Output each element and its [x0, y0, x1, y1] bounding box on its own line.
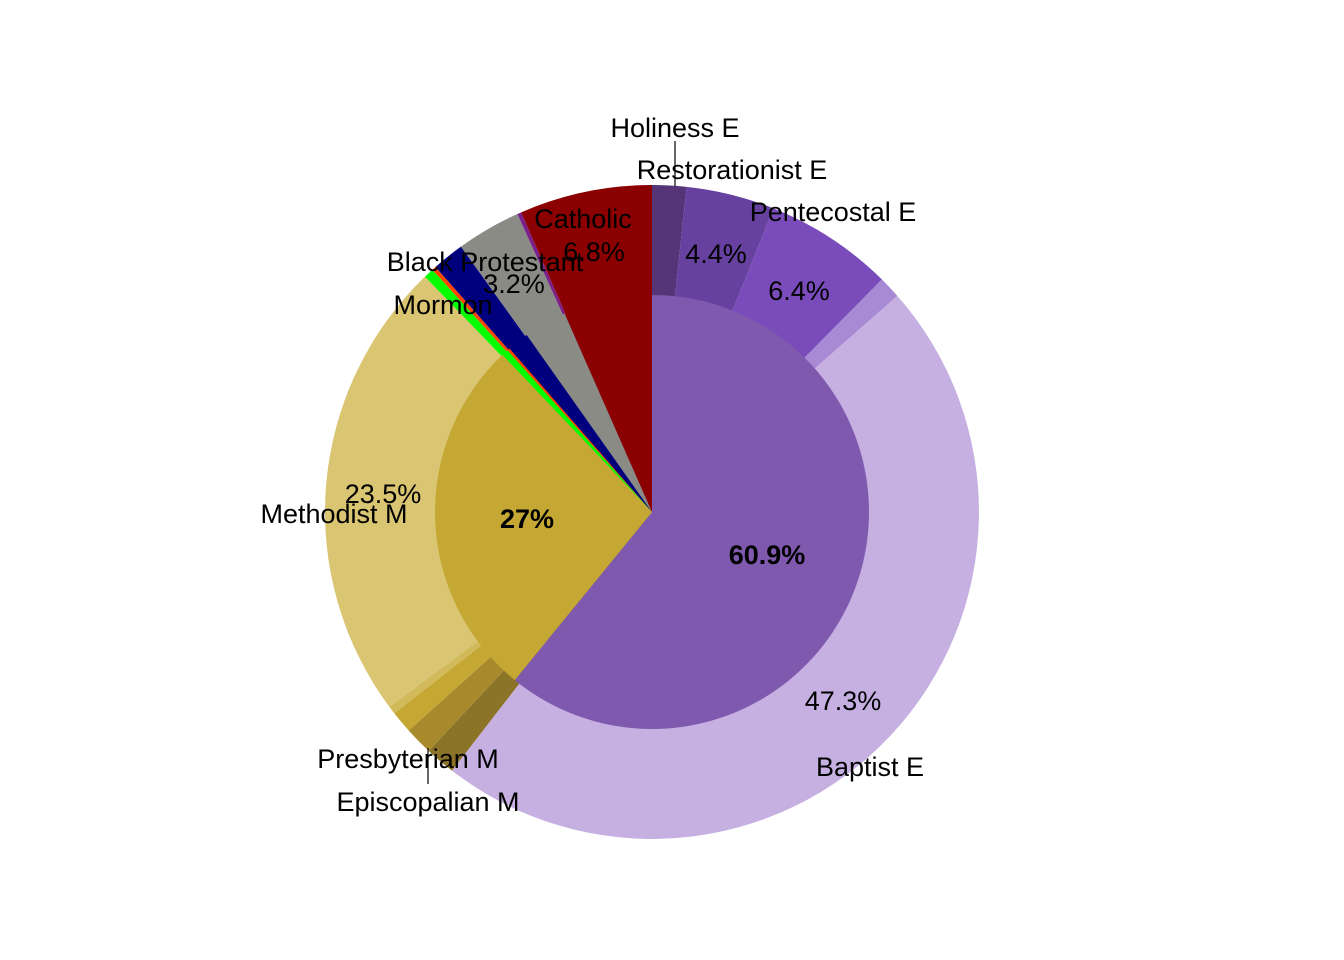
black-protestant-label: Black Protestant	[387, 247, 584, 277]
inner-slice-2	[502, 350, 652, 512]
restorationist-pct-label: 4.4%	[685, 239, 747, 269]
inner-slice-6	[564, 295, 652, 512]
baptist-pct-label: 47.3%	[805, 686, 882, 716]
restorationist-label: Restorationist E	[637, 155, 828, 185]
inner-slice-1-pct-label: 27%	[500, 504, 554, 534]
inner-slice-4	[509, 334, 652, 512]
baptist-label: Baptist E	[816, 752, 924, 782]
label-leader-lines	[427, 141, 676, 784]
inner-slice-5	[526, 313, 652, 512]
inner-slice-3	[507, 348, 652, 512]
methodist-pct-label: 23.5%	[345, 479, 422, 509]
catholic-label: Catholic	[534, 204, 632, 234]
chart-labels: 60.9% 27% Holiness E Restorationist E 4.…	[260, 113, 924, 817]
inner-pie	[434, 295, 869, 730]
episcopalian-label: Episcopalian M	[336, 787, 519, 817]
inner-slice-0-pct-label: 60.9%	[729, 540, 806, 570]
pentecostal-label: Pentecostal E	[750, 197, 917, 227]
catholic-pct-label: 6.8%	[563, 237, 625, 267]
pentecostal-pct-label: 6.4%	[768, 276, 830, 306]
grey-slice-pct-label: 3.2%	[483, 269, 545, 299]
presbyterian-label: Presbyterian M	[317, 744, 499, 774]
methodist-label: Methodist M	[260, 499, 407, 529]
holiness-label: Holiness E	[610, 113, 739, 143]
inner-slice-1	[434, 354, 652, 681]
inner-slice-0	[514, 295, 869, 730]
mormon-label: Mormon	[393, 290, 492, 320]
